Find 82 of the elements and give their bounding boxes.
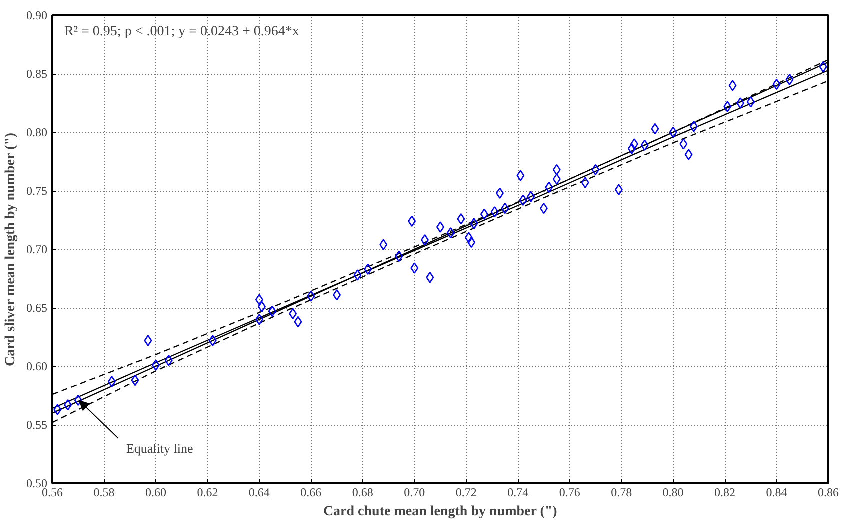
point (592, 164, 600, 176)
point (255, 294, 264, 306)
point (724, 101, 732, 112)
point (131, 374, 140, 386)
y-tick-label: 0.65 (26, 301, 48, 315)
point (581, 177, 590, 188)
y-tick-label: 0.55 (26, 418, 48, 432)
x-tick-label: 0.66 (300, 486, 322, 500)
text: Equality line (126, 440, 194, 456)
point (64, 399, 72, 411)
point (152, 360, 160, 371)
point (501, 202, 510, 214)
point (426, 272, 434, 284)
point (470, 218, 478, 230)
point (354, 270, 362, 281)
y-axis-title: Card sliver mean length by number (") (4, 132, 18, 367)
x-tick-label: 0.84 (766, 486, 788, 500)
point (446, 227, 455, 239)
point (294, 316, 302, 328)
point (819, 61, 828, 73)
point (333, 289, 342, 301)
y-tick-label: 0.85 (26, 67, 48, 81)
point (490, 206, 499, 218)
point (255, 314, 264, 326)
point (519, 194, 528, 206)
point (395, 250, 404, 262)
point (552, 174, 561, 185)
point (258, 301, 266, 312)
point (410, 262, 419, 274)
y-tick-label: 0.90 (26, 8, 48, 22)
point (552, 164, 561, 176)
point (540, 202, 548, 214)
y-tick-label: 0.70 (26, 242, 48, 256)
point (651, 123, 660, 135)
y-tick-label: 0.60 (26, 360, 48, 374)
x-tick-label: 0.76 (559, 486, 580, 500)
point (289, 308, 298, 320)
point (772, 78, 781, 90)
x-tick-label: 0.74 (508, 486, 529, 500)
x-tick-label: 0.58 (94, 486, 115, 500)
point (144, 335, 152, 346)
point (786, 74, 794, 86)
point (164, 355, 173, 366)
point (680, 138, 688, 150)
point (614, 184, 623, 196)
point (516, 170, 525, 182)
point (420, 234, 429, 246)
x-tick-label: 0.70 (404, 486, 426, 500)
point (527, 191, 536, 202)
x-axis-title: Card chute mean length by number (") (323, 504, 558, 520)
x-tick-label: 0.86 (818, 486, 839, 500)
x-tick-label: 0.72 (456, 486, 477, 500)
point (669, 126, 678, 138)
x-tick-label: 0.68 (352, 486, 374, 500)
point (408, 216, 416, 228)
point (736, 98, 745, 109)
point (545, 182, 554, 194)
x-tick-label: 0.64 (248, 486, 270, 500)
point (684, 149, 693, 160)
x-tick-label: 0.62 (197, 486, 218, 500)
point (640, 140, 649, 152)
point (364, 264, 372, 276)
point (468, 236, 476, 248)
x-tick-label: 0.60 (145, 486, 166, 500)
point (480, 208, 488, 220)
point (380, 239, 388, 250)
point (728, 80, 737, 92)
point (457, 213, 466, 225)
point (268, 306, 276, 318)
point (54, 404, 62, 416)
point (628, 143, 636, 155)
y-tick-label: 0.80 (26, 126, 48, 140)
y-tick-label: 0.75 (26, 184, 48, 198)
x-tick-label: 0.80 (662, 486, 684, 500)
x-tick-label: 0.82 (714, 486, 736, 500)
annotation: R² = 0.95; p < .001; y = 0.0243 + 0.964*x (64, 24, 300, 40)
point (746, 96, 755, 108)
point (307, 290, 316, 302)
point (464, 232, 473, 244)
point (74, 394, 82, 406)
x-tick-label: 0.78 (611, 486, 632, 500)
point (208, 335, 217, 346)
